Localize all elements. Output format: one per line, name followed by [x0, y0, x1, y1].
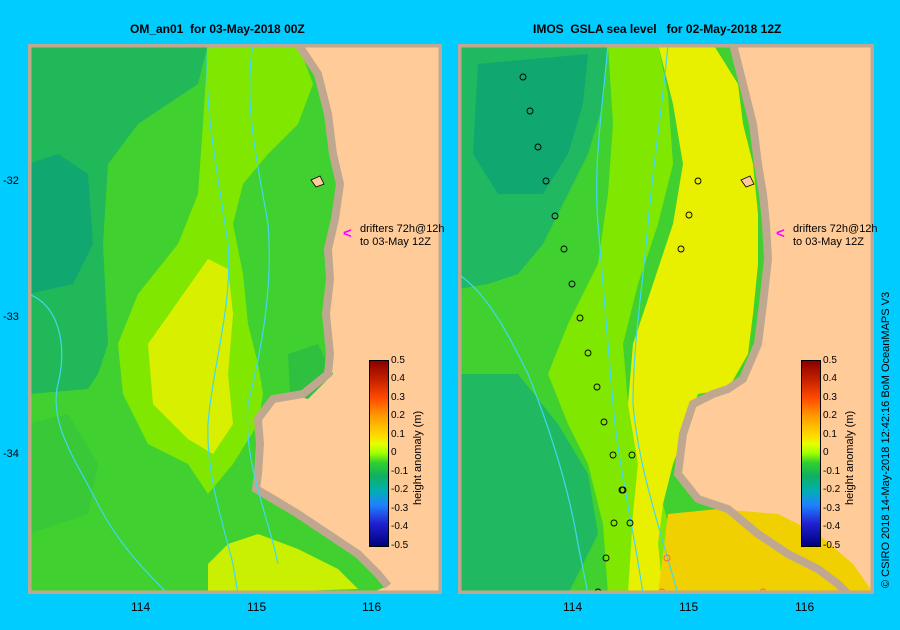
colorbar-tick: -0.3 [391, 503, 409, 514]
colorbar-tick: -0.1 [823, 466, 841, 477]
x-tick-label: 115 [679, 600, 699, 614]
x-tick-label: 114 [131, 600, 151, 614]
colorbar-label: height anomaly (m) [844, 410, 856, 505]
y-tick-label: -34 [3, 448, 19, 460]
colorbar-tick: -0.4 [823, 521, 841, 532]
colorbar-tick: -0.3 [823, 503, 841, 514]
left-panel-title: OM_an01 for 03-May-2018 00Z [130, 22, 305, 36]
colorbar-tick: 0 [391, 447, 397, 458]
colorbar-tick: 0 [823, 447, 829, 458]
left-map [28, 44, 442, 594]
credit-text: © CSIRO 2018 14-May-2018 12:42:16 BoM Oc… [880, 291, 892, 588]
colorbar-tick: -0.2 [391, 484, 409, 495]
x-tick-label: 116 [362, 600, 382, 614]
left-colorbar [369, 360, 389, 547]
colorbar-tick: 0.5 [391, 355, 405, 366]
colorbar-label: height anomaly (m) [412, 410, 424, 505]
left-drifters-note: drifters 72h@12h to 03-May 12Z [360, 223, 445, 248]
colorbar-tick: 0.1 [391, 429, 405, 440]
x-tick-label: 114 [563, 600, 583, 614]
colorbar-tick: 0.5 [823, 355, 837, 366]
colorbar-tick: 0.2 [391, 410, 405, 421]
colorbar-tick: -0.5 [391, 540, 409, 551]
colorbar-tick: -0.2 [823, 484, 841, 495]
right-colorbar [801, 360, 821, 547]
colorbar-tick: -0.4 [391, 521, 409, 532]
colorbar-tick: 0.3 [391, 392, 405, 403]
right-panel-title: IMOS GSLA sea level for 02-May-2018 12Z [533, 22, 782, 36]
x-tick-label: 115 [247, 600, 267, 614]
y-tick-label: -32 [3, 175, 19, 187]
y-tick-label: -33 [3, 311, 19, 323]
colorbar-tick: 0.2 [823, 410, 837, 421]
colorbar-tick: 0.1 [823, 429, 837, 440]
colorbar-tick: 0.3 [823, 392, 837, 403]
drifter-arrow-icon: < [776, 225, 785, 242]
right-drifters-note: drifters 72h@12h to 03-May 12Z [793, 223, 878, 248]
colorbar-tick: 0.4 [391, 373, 405, 384]
drifter-arrow-icon: < [343, 225, 352, 242]
colorbar-tick: -0.5 [823, 540, 841, 551]
colorbar-tick: 0.4 [823, 373, 837, 384]
x-tick-label: 116 [795, 600, 815, 614]
colorbar-tick: -0.1 [391, 466, 409, 477]
